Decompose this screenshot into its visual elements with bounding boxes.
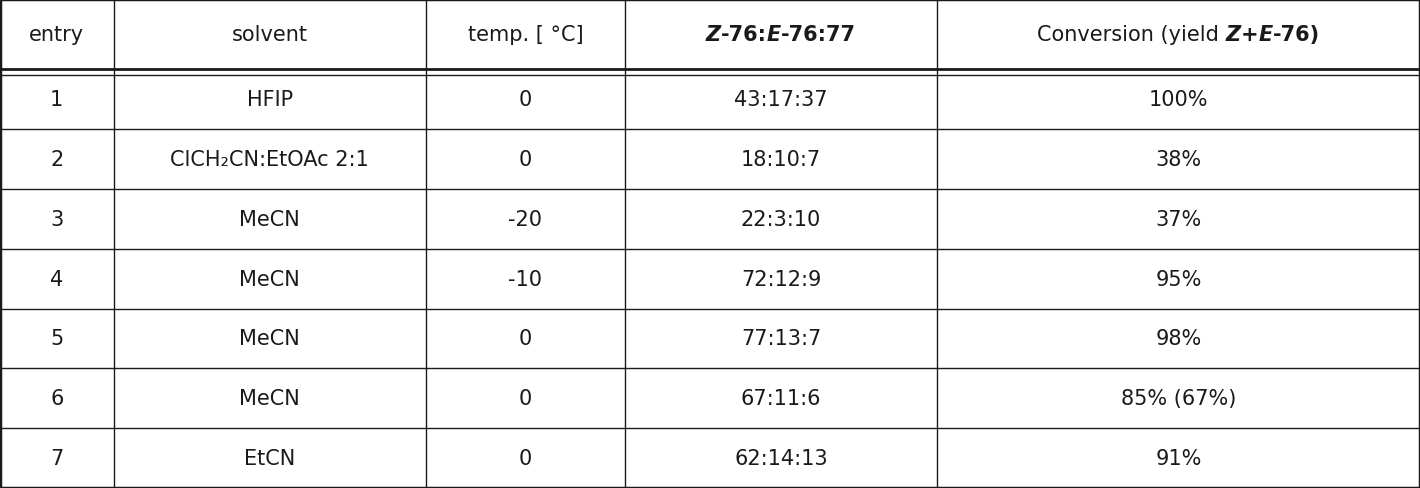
Text: 5: 5	[50, 329, 64, 349]
Text: 0: 0	[518, 150, 532, 170]
Text: 2: 2	[50, 150, 64, 170]
Text: -76): -76)	[1272, 25, 1321, 45]
Text: 77:13:7: 77:13:7	[741, 329, 821, 349]
Text: 0: 0	[518, 388, 532, 408]
Text: 0: 0	[518, 90, 532, 110]
Text: Z: Z	[1225, 25, 1241, 45]
Text: -10: -10	[508, 269, 542, 289]
Text: E: E	[767, 25, 781, 45]
Text: 62:14:13: 62:14:13	[734, 448, 828, 468]
Text: 6: 6	[50, 388, 64, 408]
Text: Z: Z	[706, 25, 721, 45]
Text: 100%: 100%	[1149, 90, 1208, 110]
Text: 67:11:6: 67:11:6	[741, 388, 821, 408]
Text: entry: entry	[30, 25, 84, 45]
Text: 91%: 91%	[1156, 448, 1201, 468]
Text: 4: 4	[50, 269, 64, 289]
Text: temp. [ °C]: temp. [ °C]	[467, 25, 584, 45]
Text: +: +	[1241, 25, 1258, 45]
Text: 38%: 38%	[1156, 150, 1201, 170]
Text: 1: 1	[50, 90, 64, 110]
Text: 72:12:9: 72:12:9	[741, 269, 821, 289]
Text: solvent: solvent	[231, 25, 308, 45]
Text: 22:3:10: 22:3:10	[741, 209, 821, 229]
Text: 98%: 98%	[1156, 329, 1201, 349]
Text: -76:: -76:	[721, 25, 767, 45]
Text: MeCN: MeCN	[240, 388, 300, 408]
Text: E: E	[1258, 25, 1272, 45]
Text: MeCN: MeCN	[240, 269, 300, 289]
Text: MeCN: MeCN	[240, 329, 300, 349]
Text: Conversion (yield: Conversion (yield	[1037, 25, 1225, 45]
Text: 0: 0	[518, 329, 532, 349]
Text: HFIP: HFIP	[247, 90, 293, 110]
Text: 18:10:7: 18:10:7	[741, 150, 821, 170]
Text: ClCH₂CN:EtOAc 2:1: ClCH₂CN:EtOAc 2:1	[170, 150, 369, 170]
Text: 3: 3	[50, 209, 64, 229]
Text: 43:17:37: 43:17:37	[734, 90, 828, 110]
Text: MeCN: MeCN	[240, 209, 300, 229]
Text: -20: -20	[508, 209, 542, 229]
Text: 37%: 37%	[1156, 209, 1201, 229]
Text: -76:77: -76:77	[781, 25, 856, 45]
Text: 0: 0	[518, 448, 532, 468]
Text: 85% (67%): 85% (67%)	[1120, 388, 1237, 408]
Text: 7: 7	[50, 448, 64, 468]
Text: 95%: 95%	[1156, 269, 1201, 289]
Text: EtCN: EtCN	[244, 448, 295, 468]
